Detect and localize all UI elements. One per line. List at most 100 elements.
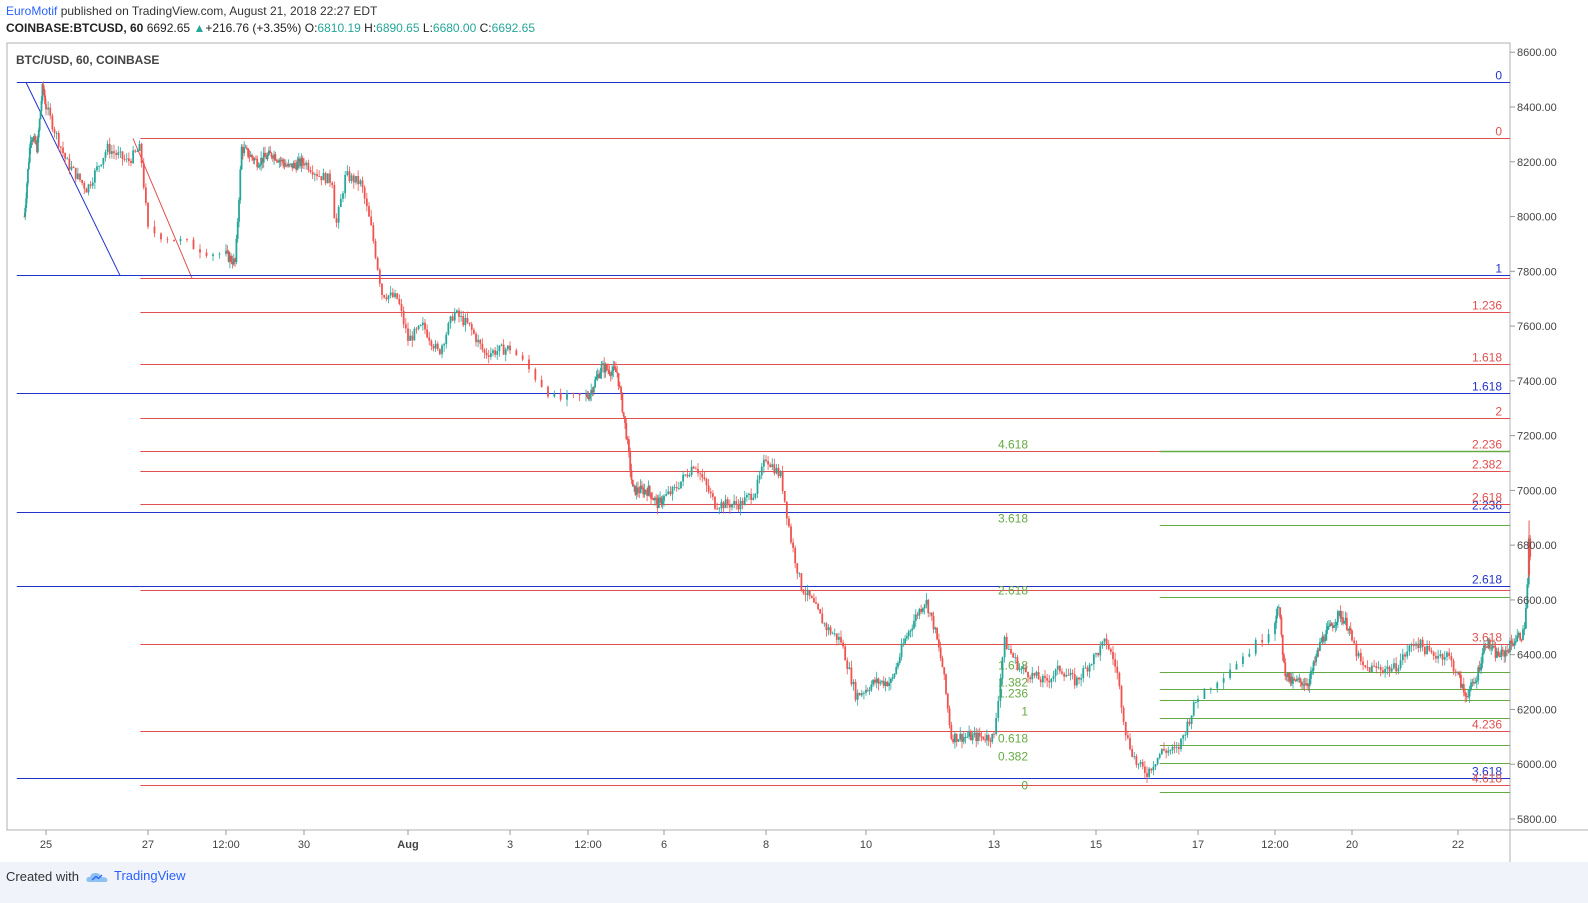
candle-body bbox=[286, 165, 288, 167]
candle-body bbox=[1209, 688, 1212, 690]
candle-body bbox=[504, 349, 507, 355]
candle-body bbox=[236, 221, 239, 239]
candle-body bbox=[117, 152, 120, 155]
candle-body bbox=[889, 678, 892, 683]
fib-level-label: 0 bbox=[1021, 779, 1028, 793]
candle-body bbox=[1320, 641, 1323, 643]
fib-level-label: 2.382 bbox=[1472, 458, 1502, 472]
candle-body bbox=[1435, 655, 1437, 659]
candle-body bbox=[618, 386, 621, 388]
candle-body bbox=[870, 684, 873, 691]
candle-body bbox=[1281, 634, 1284, 655]
candle-body bbox=[1507, 650, 1510, 653]
time-axis[interactable]: 25 27 12:00 30 Aug 3 12:00 6 8 10 13 15 17 12:00 20 22 bbox=[40, 830, 1464, 851]
candle-body bbox=[1261, 639, 1264, 643]
candle-body bbox=[1192, 702, 1195, 716]
candle-body bbox=[907, 631, 910, 637]
candle-body bbox=[436, 343, 439, 350]
tradingview-cloud-icon bbox=[86, 872, 108, 882]
candle-body bbox=[1141, 761, 1144, 767]
candle-body bbox=[434, 343, 437, 349]
candle-body bbox=[432, 345, 435, 349]
x-tick-label: Aug bbox=[397, 839, 418, 851]
candle-body bbox=[1316, 650, 1319, 657]
candle-body bbox=[1063, 673, 1066, 677]
candle-body bbox=[995, 717, 998, 735]
candle-body bbox=[1393, 663, 1395, 669]
candle-body bbox=[762, 459, 765, 467]
candle-body bbox=[989, 740, 992, 742]
candle-body bbox=[489, 353, 492, 357]
candle-body bbox=[1027, 671, 1029, 678]
candle-body bbox=[483, 349, 486, 353]
candle-body bbox=[102, 157, 105, 165]
candle-body bbox=[881, 680, 883, 683]
candle-body bbox=[24, 207, 27, 217]
tradingview-link[interactable]: TradingView bbox=[86, 868, 186, 883]
candle-body bbox=[240, 146, 243, 170]
candle-body bbox=[642, 487, 645, 495]
candle-body bbox=[1061, 671, 1063, 674]
candle-body bbox=[950, 725, 953, 739]
candle-body bbox=[1432, 652, 1435, 656]
candle-body bbox=[856, 692, 859, 700]
candle-body bbox=[1417, 643, 1420, 649]
candle-body bbox=[728, 504, 731, 508]
candle-body bbox=[602, 363, 604, 365]
candle-body bbox=[587, 397, 590, 400]
publisher-link[interactable]: EuroMotif bbox=[6, 4, 58, 18]
candle-body bbox=[817, 603, 819, 610]
candle-body bbox=[559, 393, 562, 400]
candle-body bbox=[893, 673, 896, 678]
y-tick-label: 6400.00 bbox=[1517, 650, 1557, 662]
candle-body bbox=[613, 366, 616, 369]
candle-body bbox=[229, 255, 231, 262]
candle-body bbox=[318, 176, 321, 177]
candle-body bbox=[1335, 621, 1338, 626]
fib-level-label: 1 bbox=[1021, 705, 1028, 719]
candle-body bbox=[1031, 672, 1034, 680]
candle-body bbox=[607, 369, 609, 371]
candle-body bbox=[287, 164, 290, 167]
candle-body bbox=[251, 154, 253, 158]
candle-body bbox=[59, 146, 62, 148]
fib-levels[interactable]: 011.6182.2362.6183.61801.2361.61822.2362… bbox=[16, 69, 1510, 793]
candle-body bbox=[1412, 645, 1415, 647]
candle-body bbox=[409, 335, 412, 341]
candle-body bbox=[441, 345, 443, 355]
candle-body bbox=[639, 485, 642, 494]
candle-body bbox=[898, 657, 901, 663]
candle-body bbox=[959, 733, 962, 740]
candle-body bbox=[1529, 538, 1532, 557]
candle-body bbox=[806, 590, 809, 595]
fib-red-trendline[interactable] bbox=[132, 138, 193, 279]
candle-body bbox=[1229, 669, 1231, 678]
candle-body bbox=[235, 238, 238, 262]
candle-body bbox=[1311, 670, 1314, 672]
candle-body bbox=[1018, 668, 1021, 670]
price-axis[interactable]: 8600.00 8400.00 8200.00 8000.00 7800.00 7600.… bbox=[1510, 47, 1557, 826]
fib-level-label: 3.618 bbox=[1472, 631, 1502, 645]
candle-body bbox=[962, 737, 965, 742]
candle-body bbox=[234, 258, 236, 262]
candle-body bbox=[1388, 666, 1391, 672]
candle-body bbox=[1020, 668, 1023, 670]
y-tick-label: 6600.00 bbox=[1517, 595, 1557, 607]
candle-body bbox=[1052, 675, 1055, 679]
candle-body bbox=[290, 163, 292, 165]
price-chart[interactable]: BTC/USD, 60, COINBASE 011.6182.2362.6183… bbox=[0, 0, 1588, 862]
candle-body bbox=[299, 158, 301, 167]
candle-body bbox=[502, 344, 505, 355]
candle-body bbox=[656, 498, 659, 509]
candle-body bbox=[28, 147, 31, 163]
candle-body bbox=[1289, 676, 1292, 682]
candle-body bbox=[1146, 773, 1148, 777]
candle-body bbox=[270, 152, 273, 158]
candle-body bbox=[1399, 660, 1402, 669]
candle-body bbox=[754, 493, 757, 498]
candle-body bbox=[1406, 651, 1409, 657]
candle-body bbox=[361, 180, 364, 188]
candle-body bbox=[895, 666, 898, 674]
candle-body bbox=[1377, 667, 1380, 669]
candle-body bbox=[283, 163, 286, 167]
